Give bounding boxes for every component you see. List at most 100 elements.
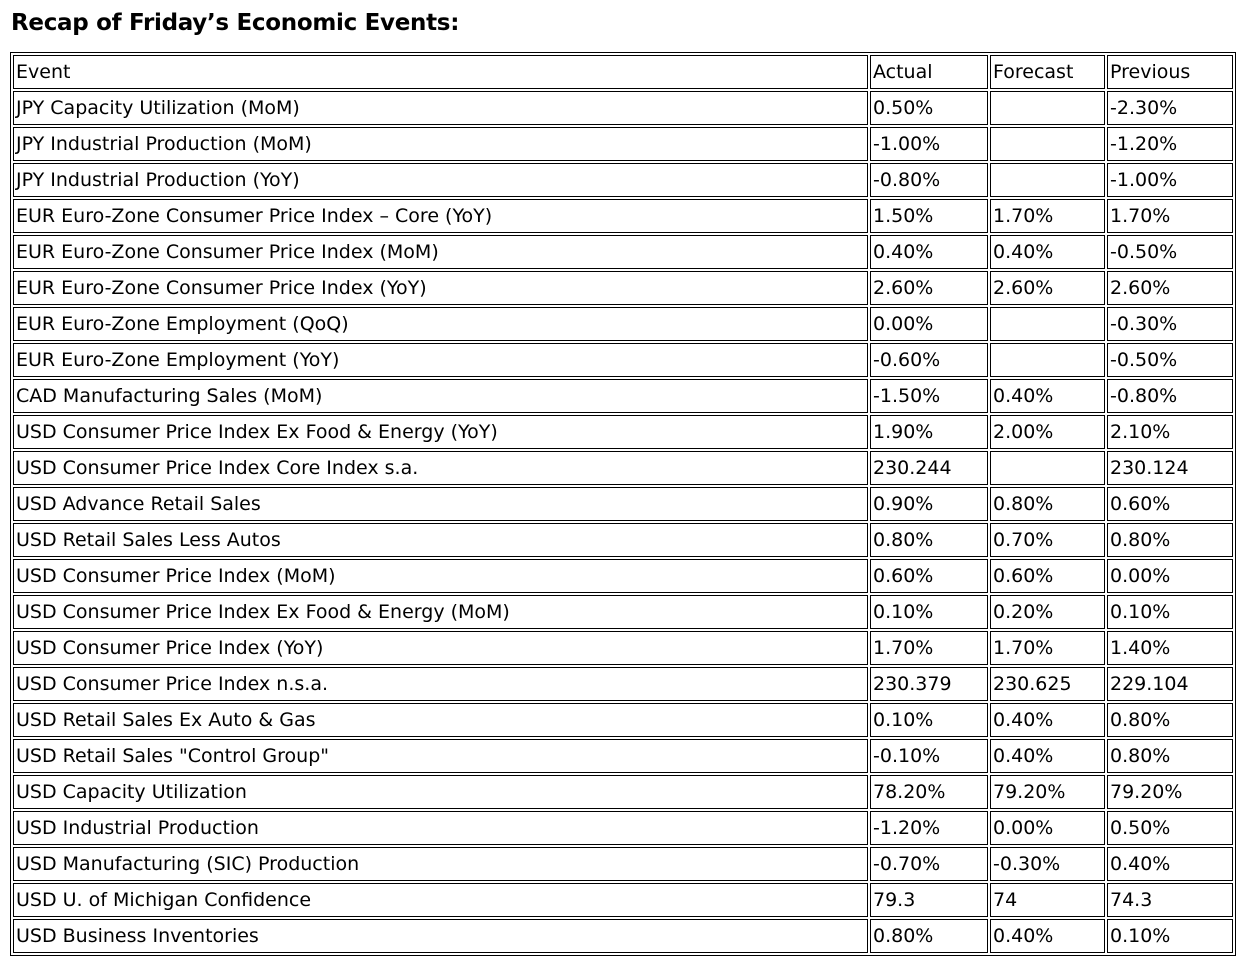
table-row: USD Retail Sales Ex Auto & Gas 0.10% 0.40%… (13, 703, 1233, 737)
value-cell-forecast: 0.40% (990, 703, 1105, 737)
value-cell-forecast (990, 127, 1105, 161)
value-cell-previous: -0.50% (1107, 235, 1233, 269)
event-cell: USD Capacity Utilization (13, 775, 868, 809)
value-cell-actual: 78.20% (870, 775, 988, 809)
event-cell: EUR Euro-Zone Consumer Price Index – Cor… (13, 199, 868, 233)
value-cell-actual: 0.40% (870, 235, 988, 269)
value-cell-forecast (990, 163, 1105, 197)
value-cell-forecast: 0.20% (990, 595, 1105, 629)
event-cell: EUR Euro-Zone Consumer Price Index (MoM) (13, 235, 868, 269)
event-cell: USD Consumer Price Index Ex Food & Energ… (13, 415, 868, 449)
value-cell-previous: 0.60% (1107, 487, 1233, 521)
table-row: USD Retail Sales Less Autos 0.80% 0.70% 0.8… (13, 523, 1233, 557)
event-cell: USD Advance Retail Sales (13, 487, 868, 521)
value-cell-forecast: 74 (990, 883, 1105, 917)
value-cell-previous: 0.80% (1107, 739, 1233, 773)
value-cell-previous: 1.40% (1107, 631, 1233, 665)
value-cell-forecast: 0.40% (990, 739, 1105, 773)
table-row: USD Industrial Production -1.20% 0.00% 0.50… (13, 811, 1233, 845)
value-cell-forecast (990, 451, 1105, 485)
value-cell-actual: -0.70% (870, 847, 988, 881)
table-row: USD Consumer Price Index n.s.a. 230.379 23… (13, 667, 1233, 701)
event-cell: USD Retail Sales Less Autos (13, 523, 868, 557)
value-cell-forecast: 230.625 (990, 667, 1105, 701)
table-row: EUR Euro-Zone Consumer Price Index (MoM)… (13, 235, 1233, 269)
table-row: USD Manufacturing (SIC) Production -0.70%… (13, 847, 1233, 881)
value-cell-previous: -0.50% (1107, 343, 1233, 377)
value-cell-forecast: 0.40% (990, 919, 1105, 953)
value-cell-previous: 74.3 (1107, 883, 1233, 917)
value-cell-actual: -0.80% (870, 163, 988, 197)
table-row: USD Retail Sales "Control Group" -0.10% 0.… (13, 739, 1233, 773)
value-cell-forecast: 1.70% (990, 631, 1105, 665)
value-cell-previous: -1.00% (1107, 163, 1233, 197)
value-cell-forecast: -0.30% (990, 847, 1105, 881)
table-row: CAD Manufacturing Sales (MoM) -1.50% 0.40%… (13, 379, 1233, 413)
column-header-previous: Previous (1107, 55, 1233, 89)
value-cell-actual: -1.20% (870, 811, 988, 845)
table-row: USD Business Inventories 0.80% 0.40% 0.10% (13, 919, 1233, 953)
event-cell: CAD Manufacturing Sales (MoM) (13, 379, 868, 413)
value-cell-actual: 0.80% (870, 523, 988, 557)
value-cell-forecast (990, 91, 1105, 125)
value-cell-previous: -2.30% (1107, 91, 1233, 125)
event-cell: USD U. of Michigan Confidence (13, 883, 868, 917)
economic-events-table: Event Actual Forecast Previous JPY Capacity… (10, 52, 1236, 956)
column-header-actual: Actual (870, 55, 988, 89)
value-cell-previous: 79.20% (1107, 775, 1233, 809)
value-cell-actual: 0.60% (870, 559, 988, 593)
event-cell: EUR Euro-Zone Employment (QoQ) (13, 307, 868, 341)
value-cell-previous: 0.80% (1107, 703, 1233, 737)
value-cell-actual: -0.10% (870, 739, 988, 773)
table-row: USD Consumer Price Index Core Index s.a.… (13, 451, 1233, 485)
event-cell: JPY Capacity Utilization (MoM) (13, 91, 868, 125)
event-cell: JPY Industrial Production (YoY) (13, 163, 868, 197)
value-cell-actual: 0.80% (870, 919, 988, 953)
event-cell: USD Consumer Price Index Ex Food & Energ… (13, 595, 868, 629)
table-row: USD U. of Michigan Confidence 79.3 74 74.3 (13, 883, 1233, 917)
table-row: USD Consumer Price Index (YoY) 1.70% 1.70%… (13, 631, 1233, 665)
value-cell-forecast: 0.00% (990, 811, 1105, 845)
value-cell-previous: 1.70% (1107, 199, 1233, 233)
value-cell-previous: 0.10% (1107, 595, 1233, 629)
event-cell: USD Retail Sales "Control Group" (13, 739, 868, 773)
event-cell: USD Business Inventories (13, 919, 868, 953)
event-cell: USD Manufacturing (SIC) Production (13, 847, 868, 881)
value-cell-forecast: 0.70% (990, 523, 1105, 557)
value-cell-actual: 0.90% (870, 487, 988, 521)
value-cell-actual: 0.10% (870, 703, 988, 737)
table-body: JPY Capacity Utilization (MoM) 0.50% -2.30… (13, 91, 1233, 953)
event-cell: USD Industrial Production (13, 811, 868, 845)
value-cell-forecast (990, 343, 1105, 377)
table-row: EUR Euro-Zone Employment (YoY) -0.60% -0.5… (13, 343, 1233, 377)
value-cell-previous: 0.00% (1107, 559, 1233, 593)
value-cell-forecast: 2.00% (990, 415, 1105, 449)
value-cell-forecast: 2.60% (990, 271, 1105, 305)
table-row: USD Consumer Price Index (MoM) 0.60% 0.60%… (13, 559, 1233, 593)
column-header-forecast: Forecast (990, 55, 1105, 89)
table-row: JPY Industrial Production (MoM) -1.00% -1.… (13, 127, 1233, 161)
value-cell-previous: 229.104 (1107, 667, 1233, 701)
value-cell-actual: 79.3 (870, 883, 988, 917)
value-cell-forecast (990, 307, 1105, 341)
value-cell-previous: 0.80% (1107, 523, 1233, 557)
value-cell-previous: 230.124 (1107, 451, 1233, 485)
value-cell-actual: -1.50% (870, 379, 988, 413)
value-cell-actual: 1.50% (870, 199, 988, 233)
value-cell-forecast: 0.40% (990, 235, 1105, 269)
table-row: EUR Euro-Zone Employment (QoQ) 0.00% -0.30… (13, 307, 1233, 341)
value-cell-previous: 0.10% (1107, 919, 1233, 953)
value-cell-previous: -1.20% (1107, 127, 1233, 161)
value-cell-actual: 0.50% (870, 91, 988, 125)
value-cell-previous: 2.10% (1107, 415, 1233, 449)
event-cell: USD Consumer Price Index (YoY) (13, 631, 868, 665)
table-row: USD Advance Retail Sales 0.90% 0.80% 0.60% (13, 487, 1233, 521)
value-cell-actual: -0.60% (870, 343, 988, 377)
value-cell-actual: 230.379 (870, 667, 988, 701)
value-cell-previous: 0.50% (1107, 811, 1233, 845)
value-cell-actual: 2.60% (870, 271, 988, 305)
value-cell-forecast: 79.20% (990, 775, 1105, 809)
event-cell: USD Retail Sales Ex Auto & Gas (13, 703, 868, 737)
event-cell: USD Consumer Price Index n.s.a. (13, 667, 868, 701)
table-row: USD Consumer Price Index Ex Food & Energ… (13, 415, 1233, 449)
